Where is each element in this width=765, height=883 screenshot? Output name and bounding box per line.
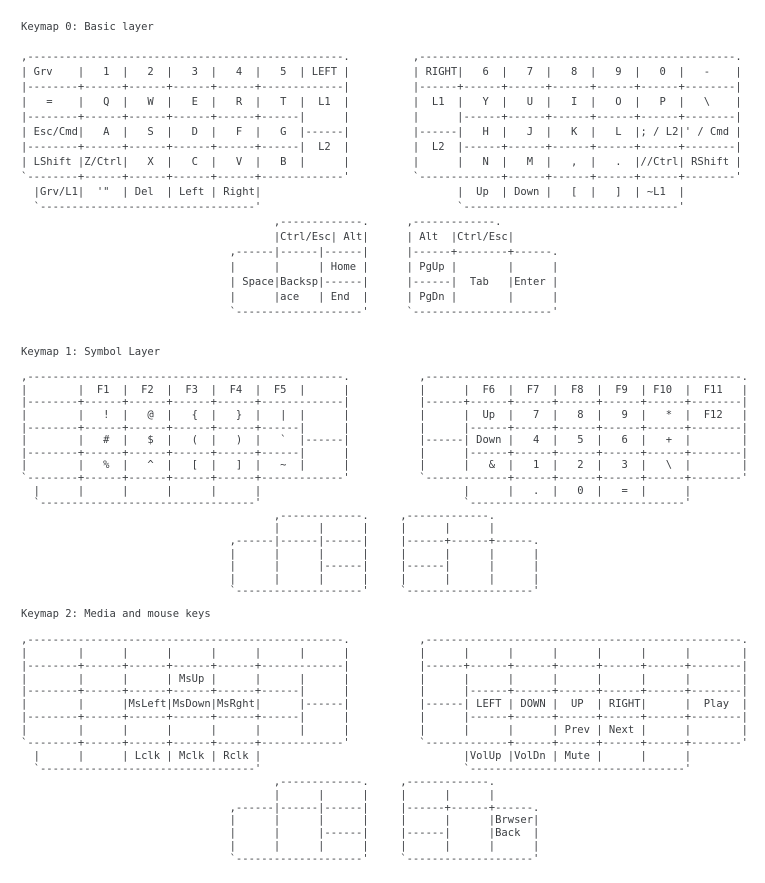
keymap-0-section: Keymap 0: Basic layer ,-----------------… xyxy=(21,20,742,320)
keymap-0-ascii-art: ,---------------------------------------… xyxy=(21,51,742,318)
keymap-2-ascii-art: ,---------------------------------------… xyxy=(21,633,748,866)
keymap-2-section: Keymap 2: Media and mouse keys ,--------… xyxy=(21,608,748,866)
keymap-0-title: Keymap 0: Basic layer xyxy=(21,21,154,33)
keymap-1-title: Keymap 1: Symbol Layer xyxy=(21,346,161,358)
keymap-1-ascii-art: ,---------------------------------------… xyxy=(21,371,748,598)
keymap-1-section: Keymap 1: Symbol Layer ,----------------… xyxy=(21,346,748,598)
keymap-2-title: Keymap 2: Media and mouse keys xyxy=(21,608,211,620)
